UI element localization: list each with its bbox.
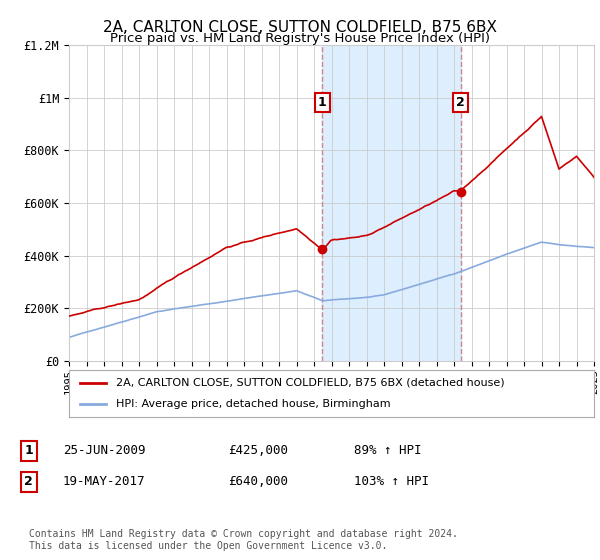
Text: 1: 1	[318, 96, 327, 109]
Text: Contains HM Land Registry data © Crown copyright and database right 2024.
This d: Contains HM Land Registry data © Crown c…	[29, 529, 458, 551]
Bar	[322, 45, 461, 361]
Text: £425,000: £425,000	[228, 444, 288, 458]
Text: 89% ↑ HPI: 89% ↑ HPI	[354, 444, 421, 458]
Text: 2A, CARLTON CLOSE, SUTTON COLDFIELD, B75 6BX (detached house): 2A, CARLTON CLOSE, SUTTON COLDFIELD, B75…	[116, 378, 505, 388]
Text: 25-JUN-2009: 25-JUN-2009	[63, 444, 146, 458]
Text: 19-MAY-2017: 19-MAY-2017	[63, 475, 146, 488]
Text: 2: 2	[456, 96, 465, 109]
Text: 2: 2	[25, 475, 33, 488]
Text: £640,000: £640,000	[228, 475, 288, 488]
Text: 103% ↑ HPI: 103% ↑ HPI	[354, 475, 429, 488]
Text: Price paid vs. HM Land Registry's House Price Index (HPI): Price paid vs. HM Land Registry's House …	[110, 32, 490, 45]
Text: 2A, CARLTON CLOSE, SUTTON COLDFIELD, B75 6BX: 2A, CARLTON CLOSE, SUTTON COLDFIELD, B75…	[103, 20, 497, 35]
Text: HPI: Average price, detached house, Birmingham: HPI: Average price, detached house, Birm…	[116, 399, 391, 409]
Text: 1: 1	[25, 444, 33, 458]
